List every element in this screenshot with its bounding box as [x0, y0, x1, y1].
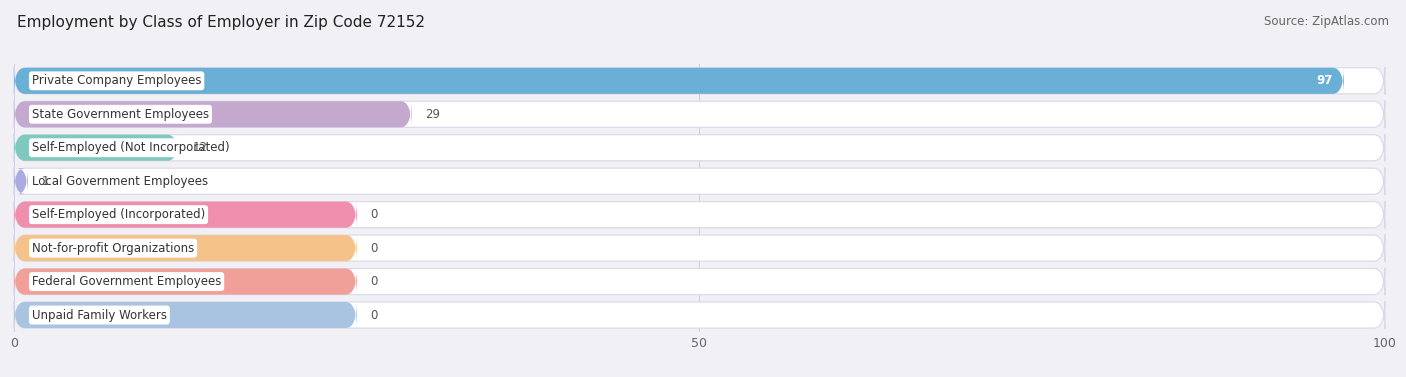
Text: Source: ZipAtlas.com: Source: ZipAtlas.com	[1264, 15, 1389, 28]
Text: State Government Employees: State Government Employees	[32, 108, 209, 121]
Text: Unpaid Family Workers: Unpaid Family Workers	[32, 308, 167, 322]
FancyBboxPatch shape	[14, 67, 1344, 95]
Circle shape	[17, 171, 25, 191]
Text: 0: 0	[371, 308, 378, 322]
Text: Self-Employed (Incorporated): Self-Employed (Incorporated)	[32, 208, 205, 221]
Text: Self-Employed (Not Incorporated): Self-Employed (Not Incorporated)	[32, 141, 229, 154]
Circle shape	[17, 271, 25, 292]
Text: 29: 29	[425, 108, 440, 121]
FancyBboxPatch shape	[14, 301, 1385, 329]
FancyBboxPatch shape	[14, 234, 357, 262]
Text: 0: 0	[371, 242, 378, 254]
Text: 1: 1	[42, 175, 49, 188]
Circle shape	[17, 138, 25, 158]
Circle shape	[17, 71, 25, 91]
FancyBboxPatch shape	[14, 167, 28, 195]
Text: Private Company Employees: Private Company Employees	[32, 74, 201, 87]
FancyBboxPatch shape	[14, 101, 412, 128]
Text: Employment by Class of Employer in Zip Code 72152: Employment by Class of Employer in Zip C…	[17, 15, 425, 30]
Text: Federal Government Employees: Federal Government Employees	[32, 275, 221, 288]
FancyBboxPatch shape	[14, 134, 1385, 161]
FancyBboxPatch shape	[14, 268, 1385, 295]
FancyBboxPatch shape	[14, 234, 1385, 262]
FancyBboxPatch shape	[14, 101, 1385, 128]
FancyBboxPatch shape	[14, 201, 1385, 228]
Circle shape	[17, 238, 25, 258]
Circle shape	[17, 104, 25, 124]
Circle shape	[17, 305, 25, 325]
Text: 12: 12	[193, 141, 207, 154]
Text: 0: 0	[371, 208, 378, 221]
FancyBboxPatch shape	[14, 134, 179, 161]
FancyBboxPatch shape	[14, 268, 357, 295]
Circle shape	[17, 205, 25, 225]
FancyBboxPatch shape	[14, 67, 1385, 95]
Text: Not-for-profit Organizations: Not-for-profit Organizations	[32, 242, 194, 254]
Text: 97: 97	[1316, 74, 1333, 87]
Text: Local Government Employees: Local Government Employees	[32, 175, 208, 188]
Text: 0: 0	[371, 275, 378, 288]
FancyBboxPatch shape	[14, 201, 357, 228]
FancyBboxPatch shape	[14, 167, 1385, 195]
FancyBboxPatch shape	[14, 301, 357, 329]
